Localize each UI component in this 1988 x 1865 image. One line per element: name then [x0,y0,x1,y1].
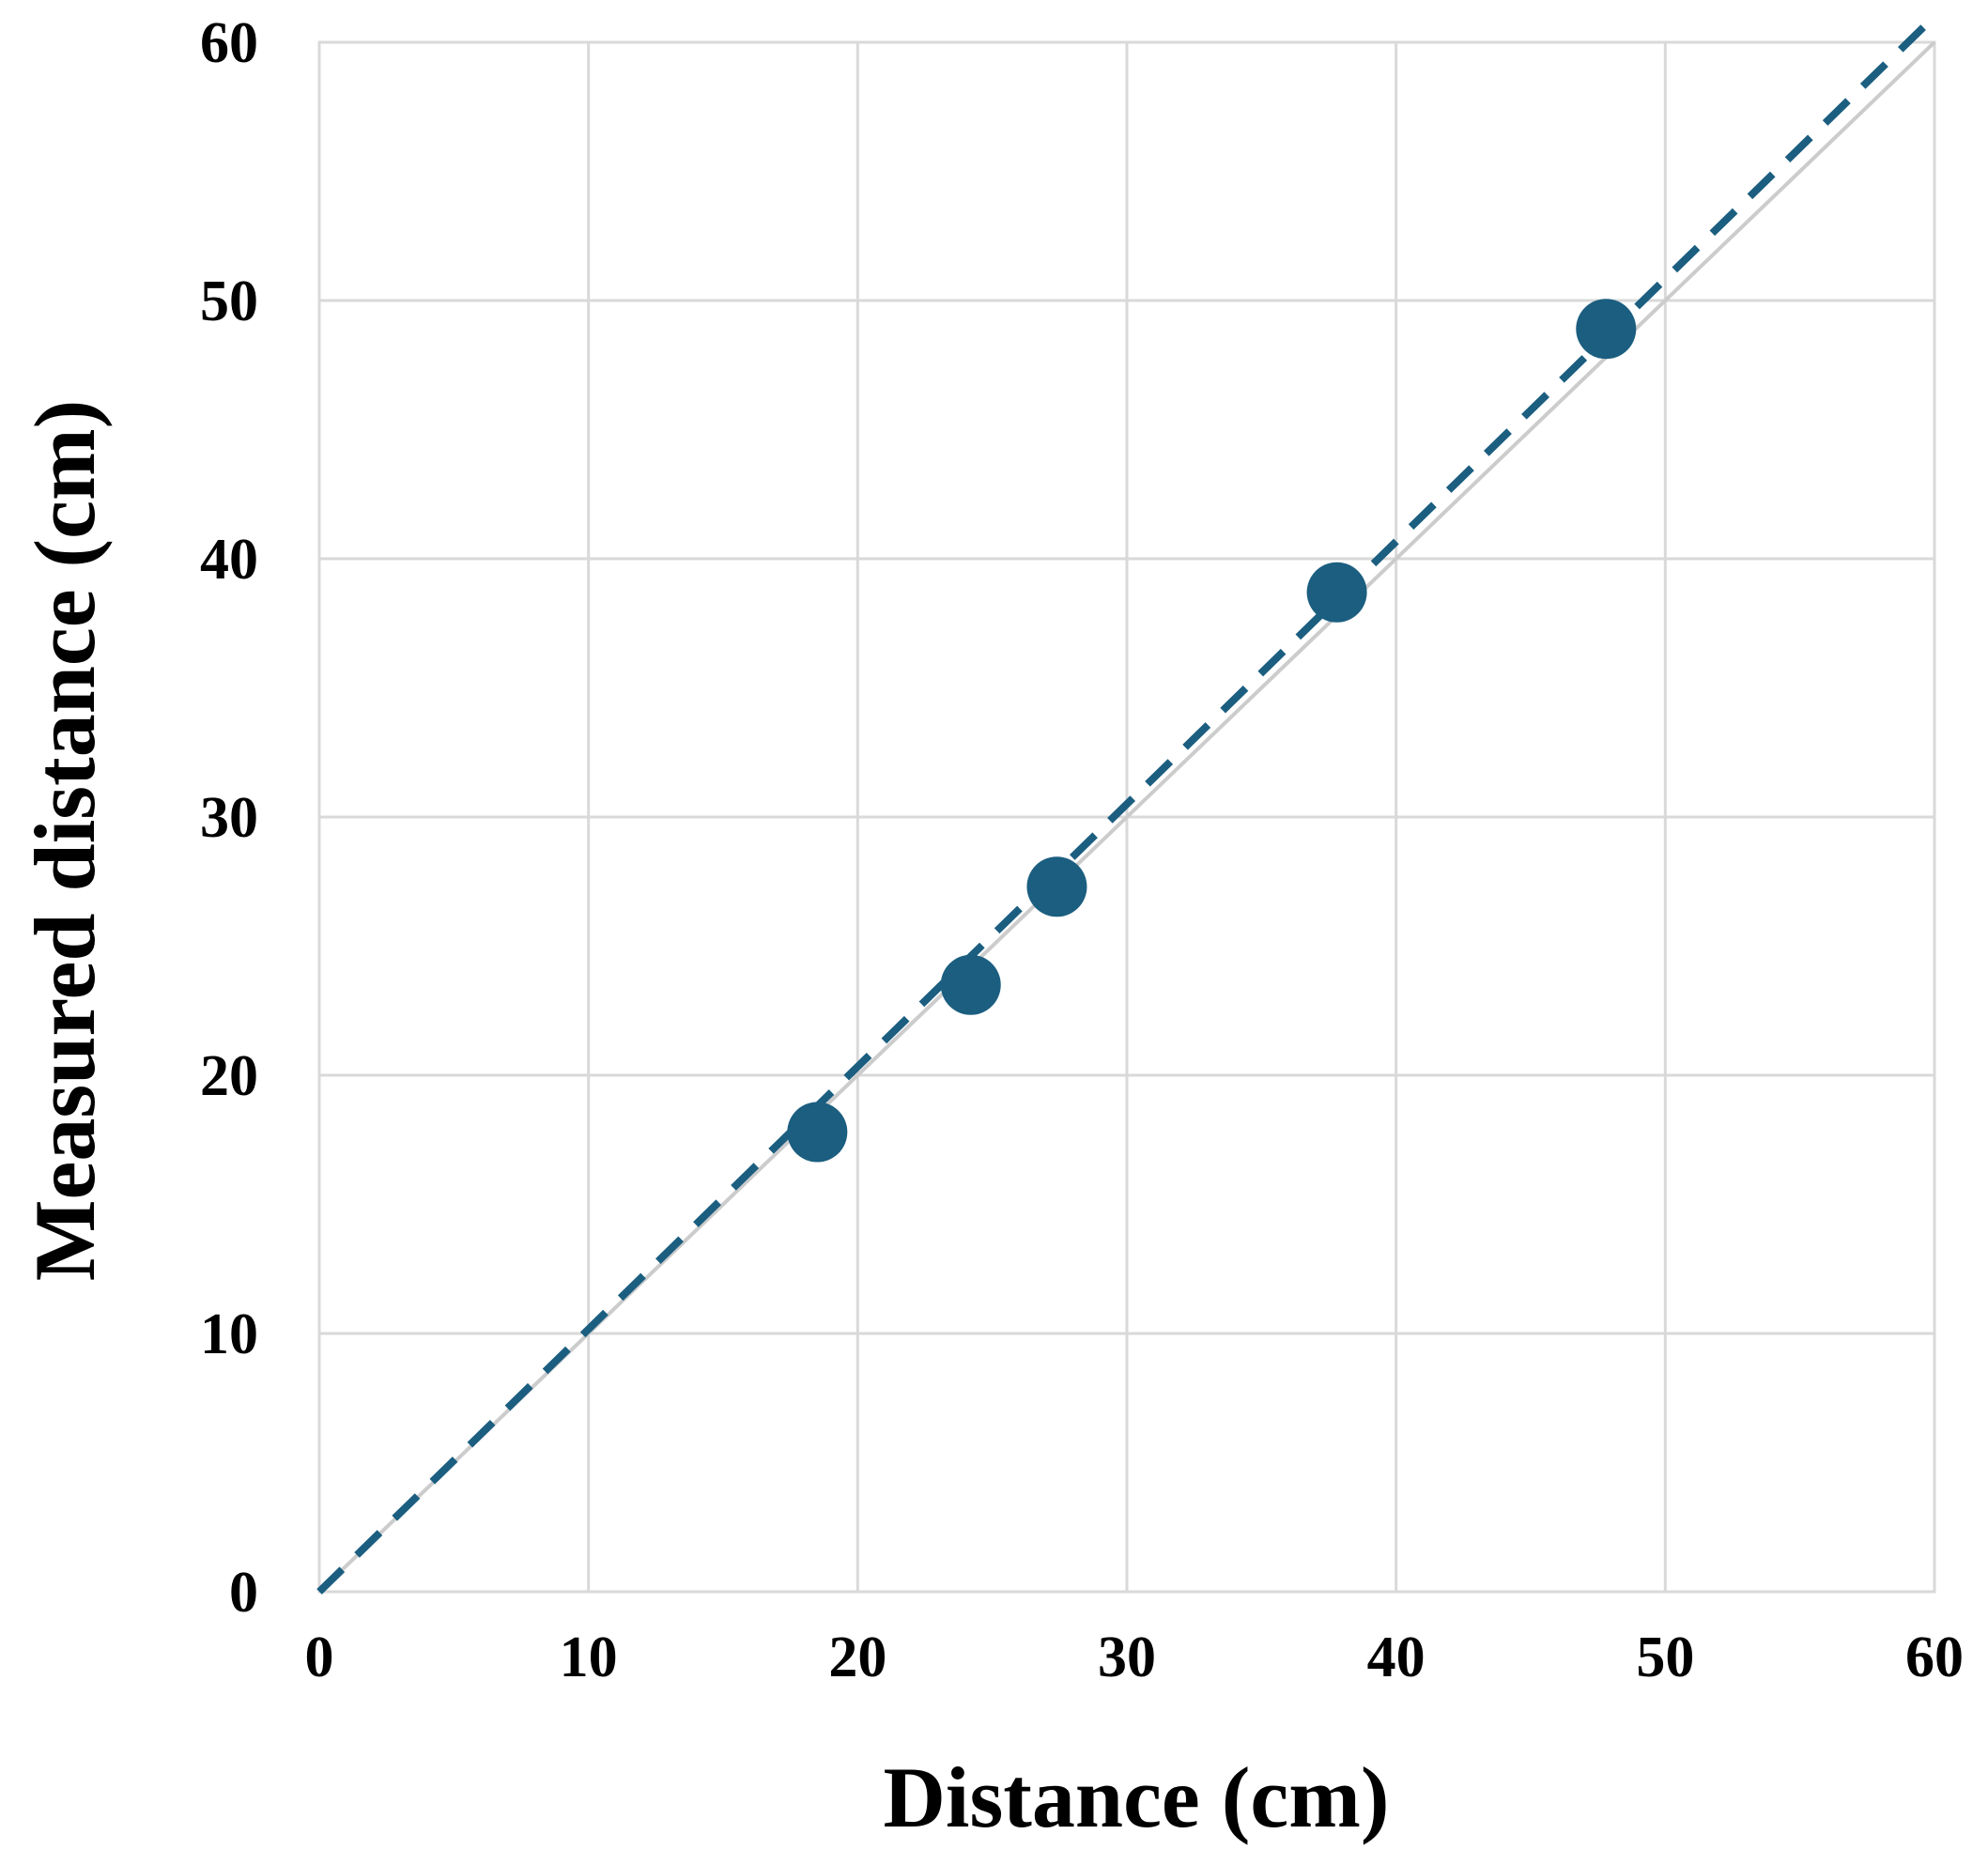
data-point-5 [1576,299,1637,360]
x-tick-label: 20 [828,1626,886,1689]
y-tick-label: 10 [200,1302,258,1366]
y-tick-label: 0 [229,1561,258,1625]
data-point-2 [940,954,1001,1015]
y-tick-label: 60 [200,11,258,75]
y-axis-title: Measured distance (cm) [17,400,113,1282]
y-tick-label: 40 [200,528,258,592]
y-tick-label: 30 [200,786,258,850]
data-point-4 [1306,562,1367,623]
trend-line-group [316,13,1937,1595]
x-tick-label: 40 [1367,1626,1426,1689]
data-point-3 [1026,856,1087,917]
x-tick-label: 30 [1098,1626,1156,1689]
x-tick-label: 60 [1905,1626,1964,1689]
data-points [787,299,1637,1163]
x-tick-label: 10 [560,1626,618,1689]
x-tick-labels: 0 10 20 30 40 50 60 [305,1626,1965,1689]
data-point-1 [787,1102,848,1163]
y-tick-label: 20 [200,1044,258,1108]
plot-area-border [317,40,1936,1594]
trend-line [316,13,1937,1595]
y-tick-labels: 0 10 20 30 40 50 60 [200,11,258,1625]
y-tick-label: 50 [200,270,258,333]
x-tick-label: 0 [305,1626,334,1689]
x-tick-label: 50 [1636,1626,1694,1689]
x-axis-title: Distance (cm) [883,1749,1389,1845]
